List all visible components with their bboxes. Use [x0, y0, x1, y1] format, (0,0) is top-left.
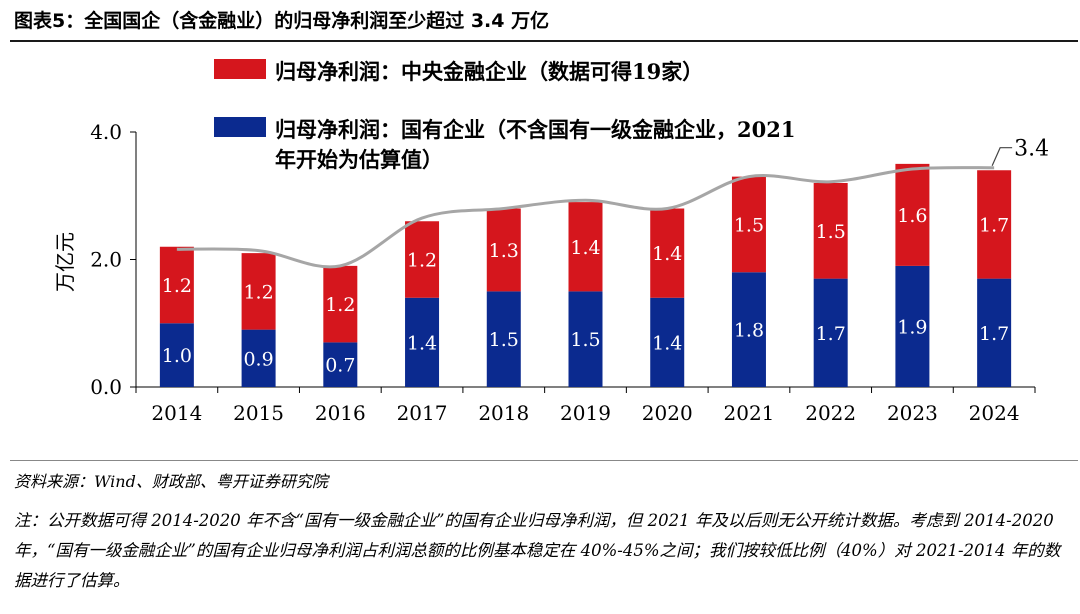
- x-tick-label: 2016: [315, 401, 366, 425]
- bar-data-label: 1.4: [407, 332, 437, 354]
- legend-label: 归母净利润：国有企业（不含国有一级金融企业，2021: [275, 117, 795, 142]
- bar-data-label: 1.4: [652, 243, 682, 265]
- bar-data-label: 1.2: [243, 281, 273, 303]
- bar-segment-central-finance: [405, 221, 440, 298]
- x-axis: 2014 2015 2016 2017 2018 2019 2020 2021 2022 2023…: [135, 386, 1036, 425]
- bar-segment-state-owned: [323, 342, 358, 387]
- x-tick-label: 2023: [887, 401, 938, 425]
- bar-segment-central-finance: [650, 208, 685, 298]
- legend: 归母净利润：中央金融企业（数据可得19家） 归母净利润：国有企业（不含国有一级金融…: [214, 59, 795, 172]
- bar-data-label: 1.2: [325, 294, 355, 316]
- x-tick-label: 2019: [560, 401, 611, 425]
- bar-data-label: 1.3: [489, 240, 519, 262]
- total-annotation: 3.4: [1014, 137, 1049, 162]
- bar-segment-central-finance: [813, 183, 848, 279]
- bar-series: 1.0 1.2 0.9 1.2 0.7 1.2 1.4 1.2 1.5 1.3 1.5 1.4 1.4 1…: [159, 163, 1012, 387]
- legend-label: 归母净利润：中央金融企业（数据可得19家）: [275, 59, 703, 84]
- x-tick-label: 2015: [233, 401, 284, 425]
- bar-segment-central-finance: [731, 176, 766, 273]
- bar-data-label: 1.0: [162, 345, 192, 367]
- bar-segment-state-owned: [159, 323, 194, 387]
- bar-segment-central-finance: [977, 170, 1012, 279]
- bar-segment-state-owned: [241, 329, 276, 387]
- bar-segment-central-finance: [486, 208, 521, 292]
- legend-swatch: [214, 59, 266, 79]
- footer-divider: [10, 460, 1078, 461]
- bar-segment-state-owned: [731, 272, 766, 387]
- x-tick-label: 2018: [478, 401, 529, 425]
- note-text: 注：公开数据可得 2014-2020 年不含“国有一级金融企业”的国有企业归母净…: [14, 511, 1061, 590]
- bar-segment-state-owned: [977, 278, 1012, 387]
- legend-swatch: [214, 117, 266, 137]
- bar-data-label: 1.4: [570, 237, 600, 259]
- stacked-bar-chart: 0.02.04.0 2014 2015 2016 2017 2018 2019 2020 20…: [53, 59, 1049, 425]
- annotation-leader: [991, 147, 1013, 166]
- y-tick-label: 0.0: [90, 375, 122, 399]
- bar-segment-state-owned: [405, 297, 440, 387]
- x-tick-label: 2021: [724, 401, 775, 425]
- bar-data-label: 1.9: [897, 316, 927, 338]
- bar-data-label: 1.7: [979, 323, 1009, 345]
- y-axis-title: 万亿元: [53, 232, 77, 292]
- bar-data-label: 1.7: [979, 214, 1009, 236]
- bar-segment-central-finance: [568, 202, 603, 292]
- bar-data-label: 1.6: [897, 205, 927, 227]
- x-tick-label: 2022: [805, 401, 856, 425]
- bar-segment-central-finance: [895, 163, 930, 266]
- title-divider: [10, 40, 1078, 42]
- bar-segment-central-finance: [323, 265, 358, 343]
- x-tick-label: 2017: [397, 401, 448, 425]
- source-text: 资料来源：Wind、财政部、粤开证券研究院: [14, 472, 328, 491]
- total-profit-line: [176, 166, 995, 269]
- y-tick-label: 4.0: [90, 120, 122, 144]
- bar-segment-state-owned: [486, 291, 521, 387]
- bar-segment-central-finance: [241, 253, 276, 330]
- y-axis: 0.0 2.0 4.0: [90, 120, 137, 399]
- bar-data-label: 1.7: [816, 323, 846, 345]
- bar-data-label: 1.5: [734, 214, 764, 236]
- bar-segment-central-finance: [159, 246, 194, 324]
- y-tick-label: 2.0: [90, 248, 122, 272]
- bar-data-label: 1.2: [162, 275, 192, 297]
- bar-data-label: 1.8: [734, 320, 764, 342]
- x-tick-label: 2024: [969, 401, 1020, 425]
- bar-data-label: 0.7: [325, 355, 355, 377]
- legend-label: 年开始为估算值）: [275, 147, 443, 172]
- bar-data-label: 1.2: [407, 250, 437, 272]
- bar-data-label: 0.9: [243, 348, 273, 370]
- x-tick-label: 2020: [642, 401, 693, 425]
- bar-data-label: 1.4: [652, 332, 682, 354]
- x-tick-label: 2014: [151, 401, 202, 425]
- bar-segment-state-owned: [650, 297, 685, 387]
- bar-segment-state-owned: [813, 278, 848, 387]
- bar-data-label: 1.5: [489, 329, 519, 351]
- bar-segment-state-owned: [568, 291, 603, 387]
- chart-title: 图表5：全国国企（含金融业）的归母净利润至少超过 3.4 万亿: [14, 10, 550, 32]
- bar-segment-state-owned: [895, 265, 930, 387]
- bar-data-label: 1.5: [816, 221, 846, 243]
- total-line-layer: 3.4: [176, 137, 1049, 269]
- bar-data-label: 1.5: [570, 329, 600, 351]
